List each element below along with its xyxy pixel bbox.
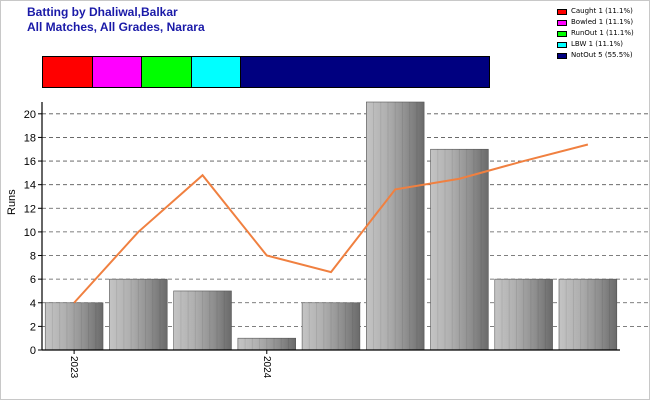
- bar-body: [173, 290, 232, 351]
- legend-item-bowled: Bowled 1 (11.1%): [557, 17, 634, 28]
- legend-item-lbw: LBW 1 (11.1%): [557, 39, 634, 50]
- bar: [366, 101, 425, 351]
- y-tick-label: 6: [30, 274, 36, 286]
- y-tick-label: 14: [24, 180, 36, 192]
- bar-body: [301, 302, 361, 351]
- legend-label: Caught 1 (11.1%): [571, 7, 633, 15]
- y-tick-label: 18: [24, 132, 36, 144]
- y-tick-label: 20: [24, 109, 36, 121]
- y-tick-label: 2: [30, 321, 36, 333]
- y-tick-label: 12: [24, 203, 36, 215]
- legend-label: LBW 1 (11.1%): [571, 40, 623, 48]
- dismissal-segment-notout: [241, 57, 489, 87]
- bar-body: [558, 278, 618, 351]
- legend-swatch: [557, 8, 567, 15]
- legend: Caught 1 (11.1%) Bowled 1 (11.1%) RunOut…: [557, 6, 634, 61]
- bar-body: [109, 278, 168, 351]
- dismissal-segment-bowled: [92, 57, 143, 87]
- bar-body: [44, 302, 104, 351]
- y-tick-label: 10: [24, 227, 36, 239]
- y-tick-label: 16: [24, 156, 36, 168]
- bar: [109, 278, 168, 351]
- bar: [237, 337, 296, 351]
- y-tick-label: 0: [30, 345, 36, 357]
- bar: [558, 278, 618, 351]
- dismissal-segment-lbw: [191, 57, 242, 87]
- y-tick-label: 8: [30, 251, 36, 263]
- legend-item-caught: Caught 1 (11.1%): [557, 6, 634, 17]
- bar-body: [366, 101, 425, 351]
- legend-swatch: [557, 30, 567, 37]
- chart-subtitle: All Matches, All Grades, Narara: [27, 20, 205, 34]
- dismissal-segment-runout: [142, 57, 192, 87]
- x-tick-label: 2023: [68, 356, 79, 379]
- bar: [173, 290, 232, 351]
- legend-label: NotOut 5 (55.5%): [571, 51, 633, 59]
- y-tick-label: 4: [30, 298, 36, 310]
- bar: [44, 302, 104, 351]
- legend-swatch: [557, 19, 567, 26]
- x-tick-label: 2024: [261, 356, 272, 379]
- y-axis-label: Runs: [6, 189, 18, 215]
- legend-label: RunOut 1 (11.1%): [571, 29, 634, 37]
- legend-swatch: [557, 52, 567, 59]
- dismissal-distribution-bar: [42, 56, 490, 88]
- series-line: [73, 143, 589, 304]
- chart-title: Batting by Dhaliwal,Balkar: [27, 5, 178, 19]
- bar: [301, 302, 361, 351]
- legend-label: Bowled 1 (11.1%): [571, 18, 634, 26]
- bar: [494, 278, 553, 351]
- dismissal-segment-caught: [43, 57, 93, 87]
- legend-item-notout: NotOut 5 (55.5%): [557, 50, 634, 61]
- legend-item-runout: RunOut 1 (11.1%): [557, 28, 634, 39]
- legend-swatch: [557, 41, 567, 48]
- bar-body: [494, 278, 553, 351]
